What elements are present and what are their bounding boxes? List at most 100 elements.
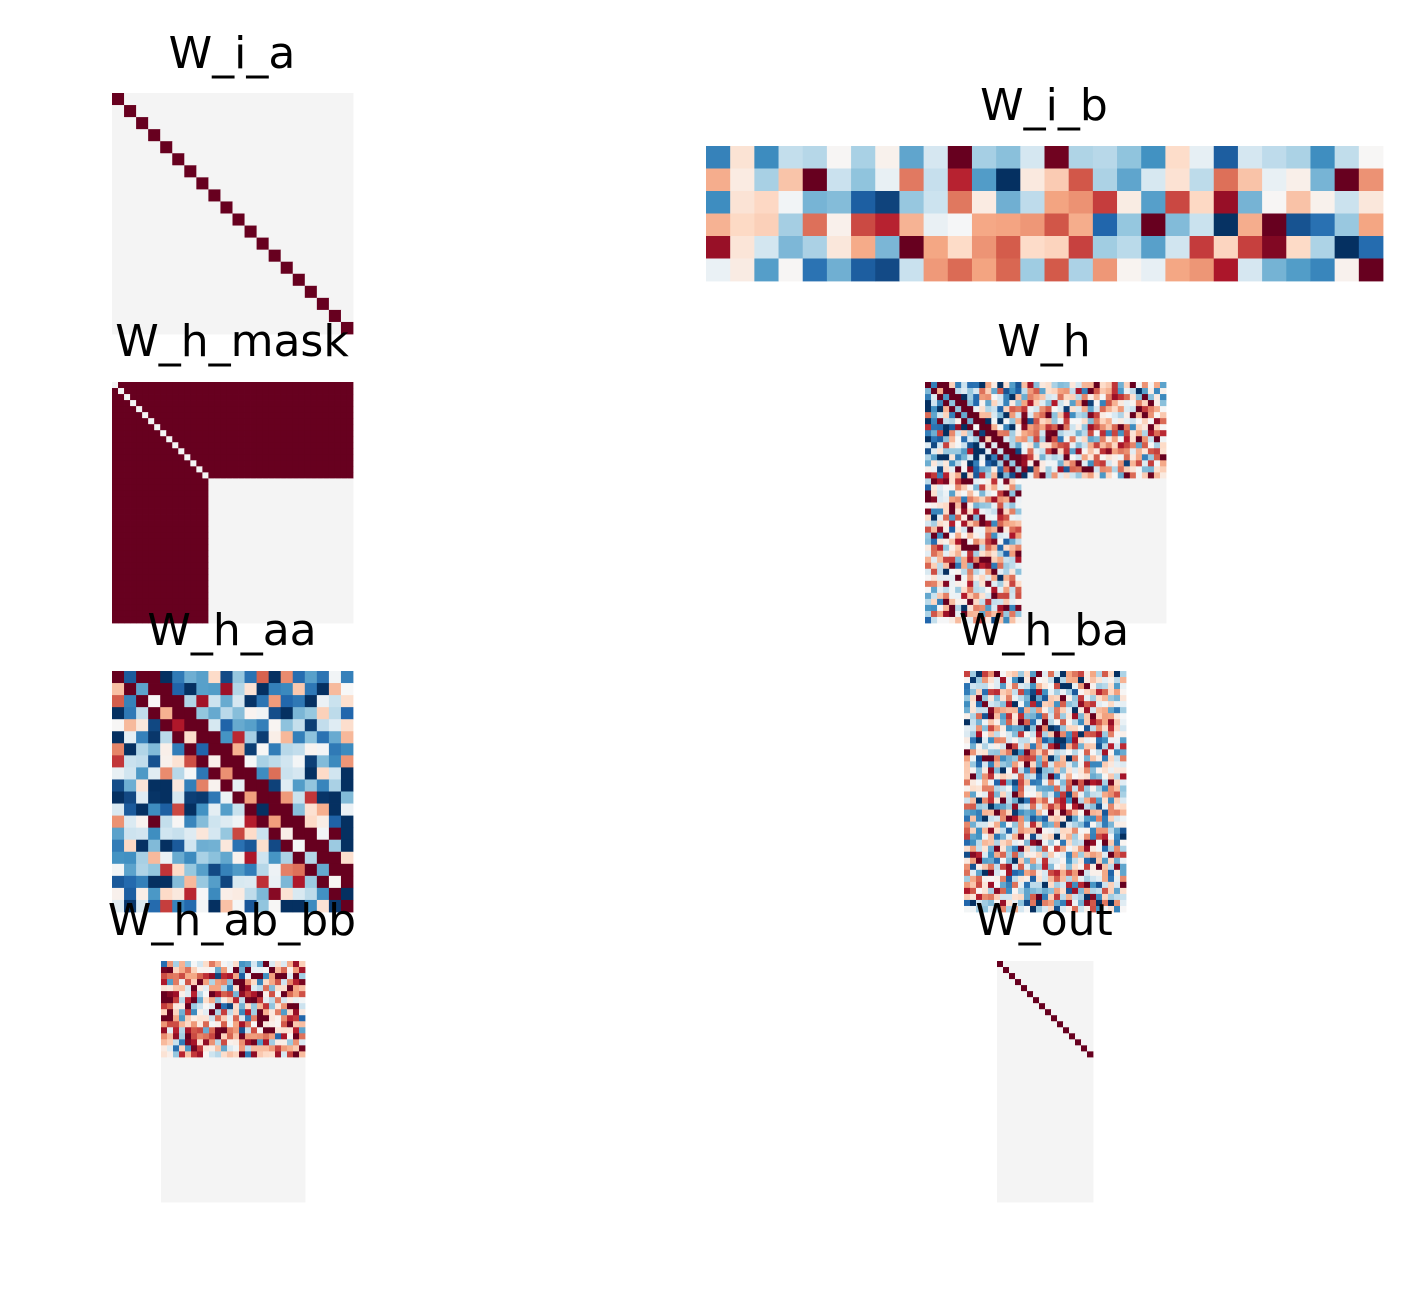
heatmap-cell [1153,430,1161,437]
heatmap-cell [292,899,306,913]
heatmap-cell [208,249,221,263]
heatmap-cell [1072,743,1079,750]
heatmap-cell [1078,701,1085,708]
heatmap-cell [172,803,185,816]
heatmap-cell [196,153,209,166]
heatmap-cell [124,851,137,865]
heatmap-cell [304,556,312,564]
heatmap-cell [130,412,137,419]
heatmap-cell [976,773,983,780]
heatmap-cell [310,394,318,401]
heatmap-cell [979,382,986,389]
heatmap-cell [1051,418,1058,425]
heatmap-cell [148,430,155,437]
heatmap-cell [1117,168,1142,192]
heatmap-cell [232,472,239,479]
heatmap-cell [1114,701,1121,708]
heatmap-cell [985,430,992,437]
heatmap-cell [148,815,161,829]
heatmap-cell [1021,394,1028,401]
heatmap-cell [346,598,354,606]
heatmap-cell [943,568,950,576]
heatmap-cell [160,508,167,515]
heatmap-cell [1069,448,1077,455]
heatmap-cell [970,731,977,738]
heatmap-cell [1153,448,1161,455]
heatmap-cell [196,490,203,497]
heatmap-cell [220,502,227,509]
heatmap-cell [316,189,330,202]
heatmap-cell [208,273,221,287]
heatmap-cell [1189,236,1215,259]
heatmap-cell [1045,472,1052,479]
heatmap-cell [1078,755,1085,762]
heatmap-cell [244,707,257,720]
heatmap-cell [292,141,306,154]
heatmap-cell [334,394,342,401]
heatmap-cell [244,105,257,118]
heatmap-cell [1003,484,1010,491]
heatmap-cell [214,538,221,546]
heatmap-cell [1147,448,1155,455]
heatmap-cell [148,436,155,443]
heatmap-cell [250,484,257,491]
heatmap-cell [949,556,956,564]
heatmap-cell [730,168,755,192]
heatmap-cell [976,677,983,684]
heatmap-cell [172,478,179,485]
heatmap-cell [967,406,974,413]
heatmap-cell [1093,604,1101,612]
heatmap-cell [220,755,233,768]
heatmap-cell [268,490,276,497]
heatmap-cell [1093,508,1101,515]
heatmap-cell [112,755,125,768]
heatmap-cell [238,616,245,624]
heatmap-cell [280,400,288,407]
heatmap-cell [208,707,221,720]
heatmap-cell [937,604,944,612]
heatmap-cell [310,382,318,389]
heatmap-cell [994,731,1001,738]
heatmap-cell [1159,538,1167,546]
heatmap-cell [997,490,1004,497]
heatmap-cell [1072,683,1079,690]
heatmap-cell [976,707,983,714]
heatmap-cell [979,490,986,497]
heatmap-cell [1084,707,1091,714]
heatmap-cell [1159,472,1167,479]
heatmap-cell [304,899,318,913]
heatmap-cell [202,484,209,491]
heatmap-cell [316,526,324,534]
heatmap-cell [1090,779,1097,786]
heatmap-cell [202,538,209,546]
heatmap-cell [214,610,221,618]
heatmap-cell [1147,496,1155,503]
heatmap-cell [178,460,185,467]
heatmap-cell [142,514,149,521]
heatmap-cell [316,466,324,473]
heatmap-cell [1114,821,1121,829]
heatmap-cell [1033,580,1040,588]
heatmap-cell [1129,514,1137,521]
heatmap-cell [961,454,968,461]
heatmap-cell [1090,713,1097,720]
heatmap-cell [256,472,264,479]
heatmap-cell [1084,785,1091,792]
heatmap-cell [238,580,245,588]
heatmap-cell [196,791,209,804]
heatmap-cell [1087,526,1095,534]
heatmap-cell [1141,538,1149,546]
heatmap-cell [208,755,221,768]
heatmap-cell [1141,550,1149,558]
heatmap-cell [184,129,197,142]
heatmap-cell [1054,737,1061,744]
heatmap-cell [1099,436,1107,443]
heatmap-cell [943,424,950,431]
heatmap-cell [328,598,336,606]
heatmap-cell [991,544,998,552]
heatmap-cell [226,514,233,521]
heatmap-cell [340,791,354,804]
heatmap-cell [280,285,294,299]
heatmap-cell [1111,424,1119,431]
heatmap-cell [256,508,264,515]
